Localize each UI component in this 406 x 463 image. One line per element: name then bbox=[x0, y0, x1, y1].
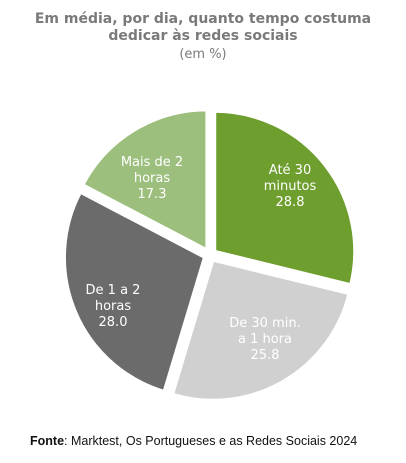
source-note: Fonte: Marktest, Os Portugueses e as Red… bbox=[30, 434, 357, 448]
slice-label-line-mais-2-horas: Mais de 2 bbox=[121, 155, 183, 170]
slice-label-line-ate-30-minutos: minutos bbox=[264, 179, 317, 194]
slice-label-line-mais-2-horas: horas bbox=[134, 171, 171, 186]
slice-label-line-ate-30-minutos: Até 30 bbox=[269, 163, 311, 178]
slice-value-ate-30-minutos: 28.8 bbox=[276, 195, 305, 210]
slice-label-mais-2-horas: Mais de 2 horas 17.3 bbox=[121, 155, 183, 202]
slice-label-line-30min-1hora: De 30 min. bbox=[229, 316, 300, 331]
pie-slice-30min-1hora bbox=[171, 258, 351, 402]
slice-value-30min-1hora: 25.8 bbox=[251, 348, 280, 363]
pie-slice-ate-30-minutos bbox=[213, 109, 357, 287]
slice-label-1-2-horas: De 1 a 2 horas 28.0 bbox=[86, 283, 141, 330]
source-label: Fonte bbox=[30, 434, 65, 448]
slice-label-ate-30-minutos: Até 30 minutos 28.8 bbox=[264, 163, 317, 210]
chart-title-line-1: Em média, por dia, quanto tempo costuma bbox=[34, 11, 372, 27]
pie-slice-1-2-horas bbox=[62, 190, 206, 393]
source-text: : Marktest, Os Portugueses e as Redes So… bbox=[64, 434, 358, 448]
slice-label-line-1-2-horas: De 1 a 2 bbox=[86, 283, 141, 298]
slice-label-line-30min-1hora: a 1 hora bbox=[238, 332, 292, 347]
chart-title-line-2: dedicar às redes sociais bbox=[108, 28, 298, 44]
pie-slice-mais-2-horas bbox=[81, 108, 209, 252]
slice-value-mais-2-horas: 17.3 bbox=[138, 187, 167, 202]
slice-label-30min-1hora: De 30 min. a 1 hora 25.8 bbox=[229, 316, 300, 363]
slice-label-line-1-2-horas: horas bbox=[95, 299, 132, 314]
slice-value-1-2-horas: 28.0 bbox=[99, 315, 128, 330]
chart-subtitle: (em %) bbox=[179, 47, 227, 62]
chart-title: Em média, por dia, quanto tempo costuma … bbox=[0, 11, 406, 45]
